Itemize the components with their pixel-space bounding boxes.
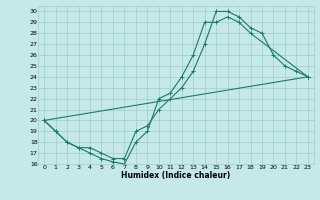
X-axis label: Humidex (Indice chaleur): Humidex (Indice chaleur) — [121, 171, 231, 180]
